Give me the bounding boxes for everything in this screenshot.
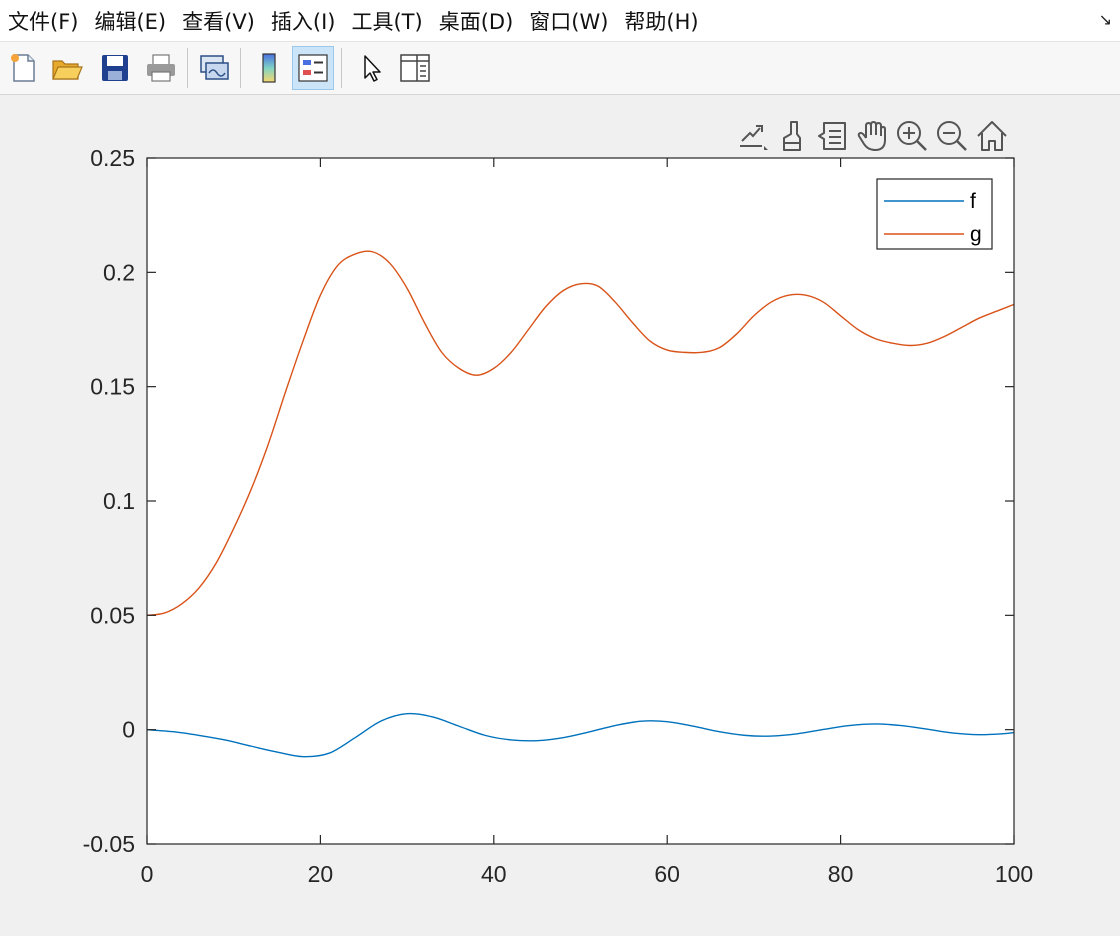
axes-background[interactable] [147,158,1014,844]
toolbar-separator [341,48,342,88]
y-tick-label: 0.1 [103,488,135,514]
x-tick-label: 20 [308,861,334,887]
legend-box [876,178,993,250]
x-tick-label: 100 [995,861,1033,887]
plot-lines [146,250,1015,758]
brush-icon[interactable] [772,116,812,156]
zoom-out-icon[interactable] [932,116,972,156]
edit-plot-icon[interactable] [350,46,392,90]
data-tips-icon[interactable] [812,116,852,156]
link-plot-icon[interactable] [193,46,235,90]
x-tick-label: 80 [828,861,854,887]
menu-bar: 文件(F) 编辑(E) 查看(V) 插入(I) 工具(T) 桌面(D) 窗口(W… [0,0,1120,42]
y-tick-label: 0.2 [103,259,135,285]
x-tick-labels: 0 20 40 60 80 100 [141,861,1034,887]
legend-label-g: g [970,223,982,246]
insert-colorbar-icon[interactable] [248,46,290,90]
pan-icon[interactable] [852,116,892,156]
y-tick-label: 0.25 [90,145,135,171]
dock-arrow-icon[interactable]: ↘ [1098,10,1112,29]
y-tick-labels: -0.05 0 0.05 0.1 0.15 0.2 0.25 [83,145,135,857]
new-figure-icon[interactable] [2,46,44,90]
open-file-icon[interactable] [46,46,88,90]
legend-label-f: f [970,190,976,213]
menu-tools[interactable]: 工具(T) [351,9,423,34]
x-tick-label: 60 [654,861,680,887]
menu-edit[interactable]: 编辑(E) [94,9,167,34]
menu-help[interactable]: 帮助(H) [624,9,699,34]
x-tick-label: 0 [141,861,154,887]
zoom-in-icon[interactable] [892,116,932,156]
menu-window[interactable]: 窗口(W) [529,9,609,34]
save-icon[interactable] [94,46,136,90]
property-inspector-icon[interactable] [394,46,436,90]
legend[interactable]: f g [876,178,993,250]
series-line-g[interactable] [146,250,1015,617]
menu-file[interactable]: 文件(F) [8,9,79,34]
axes-box [146,157,1015,845]
axes-toolbar [732,116,1016,156]
y-tick-label: 0.05 [90,602,135,628]
insert-legend-icon[interactable] [292,46,334,90]
export-icon[interactable] [732,116,772,156]
menu-desktop[interactable]: 桌面(D) [438,9,514,34]
y-tick-label: -0.05 [83,831,135,857]
menu-view[interactable]: 查看(V) [182,9,255,34]
menu-insert[interactable]: 插入(I) [270,9,336,34]
figure-toolbar [0,42,1120,95]
print-icon[interactable] [140,46,182,90]
toolbar-separator [187,48,188,88]
x-tick-label: 40 [481,861,507,887]
y-tick-label: 0.15 [90,374,135,400]
y-tick-label: 0 [122,717,135,743]
toolbar-separator [240,48,241,88]
series-line-f[interactable] [146,712,1015,758]
home-icon[interactable] [972,116,1012,156]
